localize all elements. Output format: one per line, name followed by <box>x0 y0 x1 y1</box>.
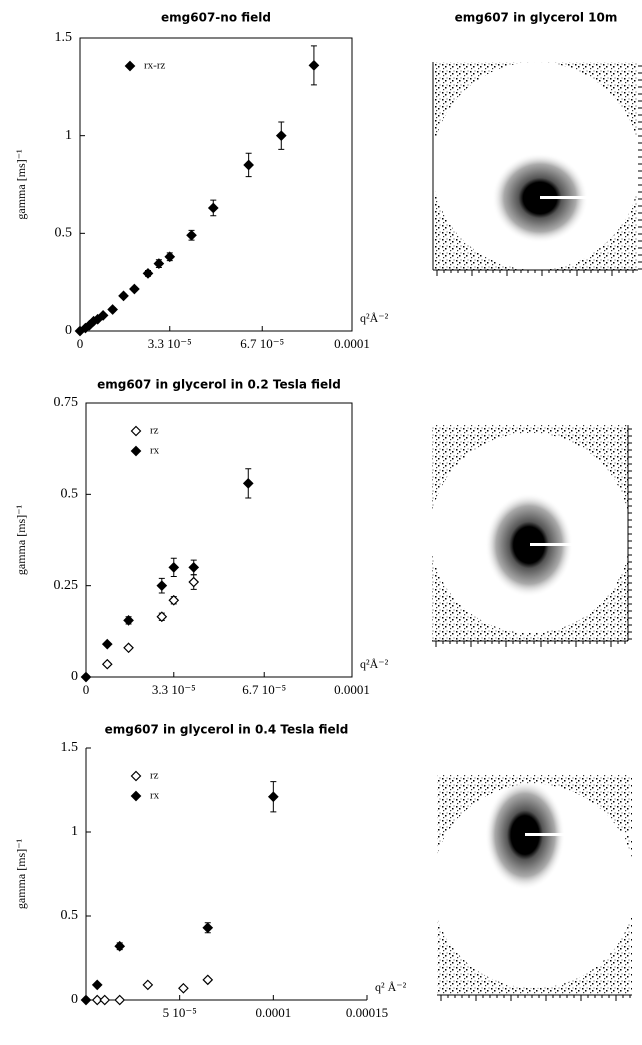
point <box>202 974 214 986</box>
point <box>129 283 140 295</box>
point <box>164 251 176 263</box>
point <box>101 638 113 650</box>
legend-label: rx <box>150 790 160 802</box>
x-axis-label: q²Å⁻² <box>360 657 389 671</box>
point <box>80 994 92 1006</box>
detector-image <box>432 62 640 271</box>
point <box>91 994 103 1006</box>
y-axis-label: gamma [ms]⁻¹ <box>14 149 28 220</box>
point <box>142 979 154 991</box>
legend-marker <box>124 60 136 72</box>
point <box>97 310 109 321</box>
point <box>99 994 111 1006</box>
x-tick-label: 6.7 10⁻⁵ <box>240 336 284 351</box>
legend-label: rx <box>150 445 160 457</box>
x-axis-label: q² Å⁻² <box>375 980 407 994</box>
detector-image <box>430 425 630 642</box>
point <box>153 258 165 269</box>
legend-marker <box>130 790 142 802</box>
plot-frame <box>79 37 353 332</box>
point <box>308 59 320 71</box>
point <box>267 791 279 803</box>
legend-label: rz <box>150 425 159 437</box>
x-tick-label: 5 10⁻⁵ <box>163 1005 197 1020</box>
plot-frame <box>85 402 353 678</box>
point <box>168 594 180 606</box>
chart-title: emg607 in glycerol in 0.4 Tesla field <box>105 723 349 737</box>
point <box>186 229 197 241</box>
x-tick-label: 0 <box>83 682 90 697</box>
y-tick-label: 1 <box>65 128 72 143</box>
detector-image <box>432 775 636 996</box>
x-tick-label: 3.3 10⁻⁵ <box>148 336 192 351</box>
legend-marker <box>130 425 142 437</box>
point <box>80 671 92 683</box>
point <box>107 304 118 315</box>
x-tick-label: 0.0001 <box>255 1005 291 1020</box>
y-tick-label: 0.5 <box>61 908 79 923</box>
y-tick-label: 1.5 <box>55 30 73 45</box>
point <box>91 979 103 991</box>
point <box>275 130 287 142</box>
point <box>243 159 254 171</box>
y-tick-label: 0.5 <box>61 487 79 502</box>
x-tick-label: 0.0001 <box>334 336 370 351</box>
y-tick-label: 1.5 <box>61 740 79 755</box>
y-tick-label: 0.5 <box>55 226 73 241</box>
chart-title: emg607 in glycerol in 0.2 Tesla field <box>97 378 341 392</box>
y-axis-label: gamma [ms]⁻¹ <box>14 504 28 575</box>
point <box>188 576 200 588</box>
y-tick-label: 1 <box>71 824 78 839</box>
x-tick-label: 3.3 10⁻⁵ <box>152 682 196 697</box>
legend-label: rx-rz <box>144 60 165 72</box>
legend-marker <box>130 770 142 782</box>
y-tick-label: 0 <box>65 323 72 338</box>
x-axis-label: q²Å⁻² <box>360 311 389 325</box>
point <box>123 642 134 654</box>
point <box>114 940 126 952</box>
point <box>156 611 168 623</box>
point <box>118 290 129 302</box>
y-tick-label: 0.75 <box>54 395 79 410</box>
point <box>142 268 154 279</box>
x-tick-label: 0.00015 <box>346 1005 388 1020</box>
point <box>188 562 200 573</box>
x-tick-label: 6.7 10⁻⁵ <box>242 682 286 697</box>
x-tick-label: 0 <box>77 336 84 351</box>
y-tick-label: 0 <box>71 669 78 684</box>
point <box>202 922 214 934</box>
y-tick-label: 0 <box>71 992 78 1007</box>
y-tick-label: 0.25 <box>54 578 79 593</box>
point <box>207 202 219 214</box>
image-panel-title: emg607 in glycerol 10m <box>455 11 618 25</box>
point <box>114 994 126 1006</box>
axis-line <box>85 748 367 1001</box>
y-axis-label: gamma [ms]⁻¹ <box>14 838 28 909</box>
x-tick-label: 0.0001 <box>334 682 370 697</box>
point <box>101 658 113 670</box>
point <box>242 478 254 489</box>
point <box>123 615 134 626</box>
legend-label: rz <box>150 770 159 782</box>
legend-marker <box>130 445 142 457</box>
chart-title: emg607-no field <box>161 11 271 25</box>
point <box>156 580 168 592</box>
point <box>168 562 180 573</box>
point <box>178 982 189 994</box>
